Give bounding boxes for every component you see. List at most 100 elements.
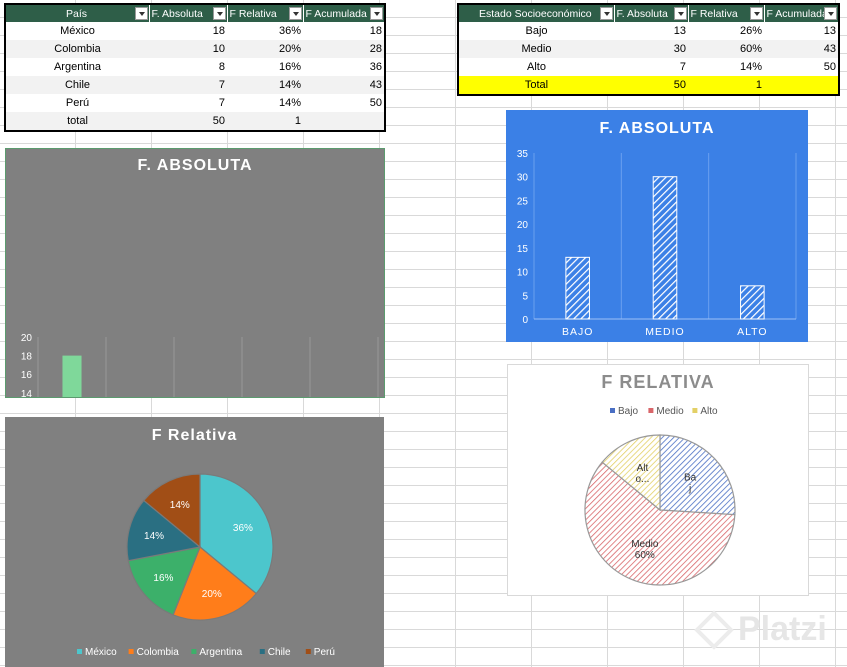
chart-title: F RELATIVA (601, 372, 715, 392)
pie-slice-méxico (199, 473, 274, 595)
column-header[interactable]: País (5, 4, 150, 22)
cell[interactable]: 7 (149, 76, 227, 94)
legend-entry: Alto (700, 406, 718, 417)
pie-data-label: 20% (202, 589, 222, 600)
cell[interactable]: 14% (227, 76, 303, 94)
x-tick-label: BAJO (562, 326, 593, 338)
table-row: Chile 7 14% 43 (5, 76, 385, 94)
cell[interactable]: Perú (65, 97, 90, 109)
cell[interactable]: México (60, 25, 95, 37)
legend-entry: México (85, 647, 117, 658)
pie-data-label: Medio (631, 539, 659, 550)
legend-swatch (77, 649, 82, 654)
column-header[interactable]: F Relativa (688, 4, 765, 22)
pie-slice-perú (142, 473, 201, 549)
y-tick-label: 5 (522, 291, 528, 302)
cell[interactable]: 14% (278, 97, 301, 109)
cell[interactable]: 60% (688, 40, 764, 58)
x-tick-label: MEDIO (645, 326, 684, 338)
cell[interactable]: Argentina (53, 61, 102, 73)
column-header[interactable]: Estado Socioeconómico (458, 4, 615, 22)
cell[interactable]: Bajo (525, 25, 548, 37)
cell[interactable]: 50 (369, 97, 382, 109)
cell[interactable]: 50 (149, 112, 227, 131)
cell[interactable]: 13 (673, 25, 686, 37)
y-tick-label: 18 (21, 352, 33, 363)
country-bar-chart[interactable]: F. ABSOLUTA 02468101214161820MÉXICOCOLOM… (5, 148, 385, 398)
pie-slice-argentina (127, 546, 201, 616)
cell[interactable]: 8 (218, 61, 225, 73)
cell[interactable] (764, 76, 839, 95)
cell[interactable]: 18 (369, 25, 382, 37)
country-frequency-table: País F. Absoluta F Relativa F Acumulada … (4, 3, 386, 132)
y-tick-label: 10 (517, 268, 529, 279)
cell[interactable]: 36% (278, 25, 301, 37)
legend-entry: Colombia (137, 647, 180, 658)
column-header[interactable]: F. Absoluta (149, 4, 228, 22)
pie-data-label: 60% (635, 550, 655, 561)
table-row: Argentina 8 16% 36 (5, 58, 385, 76)
y-tick-label: 15 (517, 244, 529, 255)
cell[interactable]: 16% (278, 61, 301, 73)
chart-title: F Relativa (151, 427, 238, 444)
cell[interactable]: 1 (227, 112, 303, 131)
table-row: Perú 7 14% 50 (5, 94, 385, 112)
column-header[interactable]: F. Absoluta (614, 4, 689, 22)
table-header-row: Estado Socioeconómico F. Absoluta F Rela… (458, 4, 840, 22)
cell[interactable]: 18 (212, 25, 225, 37)
filter-dropdown-icon[interactable] (212, 7, 226, 20)
cell[interactable]: 1 (688, 76, 764, 95)
cell[interactable]: 10 (149, 40, 227, 58)
pie-data-label: Ba (684, 472, 697, 483)
filter-dropdown-icon[interactable] (288, 7, 302, 20)
cell[interactable]: 36 (369, 61, 382, 73)
cell[interactable] (303, 112, 385, 131)
cell[interactable]: 50 (823, 61, 836, 73)
ses-frequency-table: Estado Socioeconómico F. Absoluta F Rela… (457, 3, 840, 96)
cell[interactable]: Alto (527, 61, 546, 73)
cell[interactable]: Total (458, 76, 614, 95)
legend-swatch (648, 408, 654, 413)
table-row: México 18 36% 18 (5, 22, 385, 40)
filter-dropdown-icon[interactable] (673, 7, 687, 20)
filter-dropdown-icon[interactable] (134, 7, 148, 20)
cell[interactable]: 14% (739, 61, 762, 73)
cell[interactable]: 26% (739, 25, 762, 37)
pie-data-label: j (688, 483, 691, 494)
country-pie-chart[interactable]: F Relativa 36% 20% 16% 14% 14% México Colombia… (5, 417, 384, 667)
pie-slice-medio (584, 461, 736, 586)
filter-dropdown-icon[interactable] (824, 7, 837, 20)
cell[interactable]: 20% (227, 40, 303, 58)
cell[interactable]: 43 (303, 76, 385, 94)
y-tick-label: 35 (517, 149, 529, 160)
cell[interactable]: Medio (458, 40, 614, 58)
cell[interactable]: Colombia (5, 40, 149, 58)
column-header[interactable]: F Acumulada (764, 4, 840, 22)
y-tick-label: 30 (517, 173, 529, 184)
cell[interactable]: 7 (218, 97, 225, 109)
legend-entry: Bajo (618, 406, 638, 417)
ses-bar-chart[interactable]: F. ABSOLUTA 0 5 10 15 20 25 30 35 BAJO MEDIO ALTO (506, 110, 808, 342)
legend-entry: Chile (268, 647, 291, 658)
column-header[interactable]: F Acumulada (303, 4, 386, 22)
table-total-row: Total 50 1 (458, 76, 839, 95)
platzi-logo-icon (694, 610, 734, 650)
cell[interactable]: 50 (614, 76, 688, 95)
cell[interactable]: 43 (764, 40, 839, 58)
legend-swatch (305, 649, 311, 654)
filter-dropdown-icon[interactable] (599, 7, 613, 20)
cell[interactable]: Chile (5, 76, 149, 94)
cell[interactable]: 28 (303, 40, 385, 58)
cell[interactable]: 13 (823, 25, 836, 37)
filter-dropdown-icon[interactable] (370, 7, 383, 20)
pie-chart-plot: 36% 20% 16% 14% 14% México Colombia Argentina Ch… (77, 473, 335, 658)
cell[interactable]: 7 (679, 61, 686, 73)
table-header-row: País F. Absoluta F Relativa F Acumulada (5, 4, 386, 22)
cell[interactable]: 30 (614, 40, 688, 58)
column-header[interactable]: F Relativa (227, 4, 304, 22)
filter-dropdown-icon[interactable] (749, 7, 763, 20)
pie-slice-alto (601, 434, 661, 512)
x-tick-label: ALTO (737, 326, 767, 338)
ses-pie-chart[interactable]: F RELATIVA Ba j Medio 60% Alt o... Bajo Medio Al… (507, 364, 809, 596)
cell[interactable]: total (5, 112, 149, 131)
